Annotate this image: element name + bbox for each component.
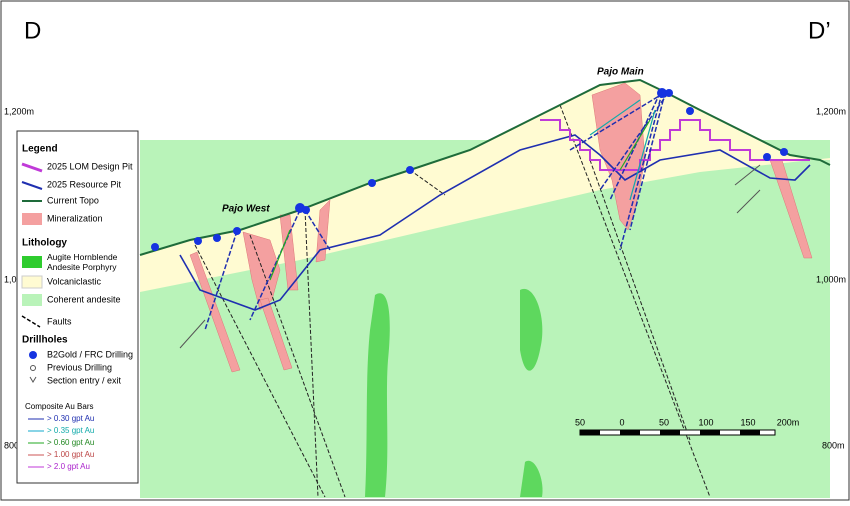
lom-pit xyxy=(540,119,810,171)
scale-label: 50 xyxy=(659,417,669,427)
assays xyxy=(589,99,656,201)
scale-label: 150 xyxy=(740,417,755,427)
scale-label: 50 xyxy=(575,417,585,427)
legend-item: > 0.35 gpt Au xyxy=(47,426,94,435)
legend-item: Faults xyxy=(47,316,72,326)
assays xyxy=(269,119,651,281)
porphyry xyxy=(520,288,543,371)
porphyry xyxy=(520,460,543,497)
legend-item: Mineralization xyxy=(47,213,103,223)
legend-item: Section entry / exit xyxy=(47,375,122,385)
legend-item: > 0.60 gpt Au xyxy=(47,438,94,447)
resource-pit xyxy=(179,134,811,311)
drillholes xyxy=(204,92,669,331)
legend-title: Lithology xyxy=(22,238,67,249)
elevation: 1,200m xyxy=(4,106,34,116)
legend-title: Composite Au Bars xyxy=(25,402,93,411)
legend-item: Coherent andesite xyxy=(47,294,121,304)
collars xyxy=(151,88,788,251)
section-end: D’ xyxy=(808,17,831,44)
previous-drilling xyxy=(179,164,761,349)
elevation: 800m xyxy=(822,440,845,450)
elevation: 800m xyxy=(4,440,27,450)
legend: Legend 2025 LOM Design Pit 2025 Resource… xyxy=(16,130,139,484)
legend-item: > 1.00 gpt Au xyxy=(47,450,94,459)
legend-item: Augite Hornblende Andesite Porphyry xyxy=(47,252,118,272)
pit-label: Pajo Main xyxy=(597,67,644,78)
elevation: 1,000m xyxy=(816,274,846,284)
legend-item: B2Gold / FRC Drilling xyxy=(47,349,133,359)
elevation: 1,200m xyxy=(816,106,846,116)
volcaniclastic xyxy=(140,80,830,292)
legend-item: > 2.0 gpt Au xyxy=(47,462,90,471)
legend-item: 2025 LOM Design Pit xyxy=(47,161,133,171)
legend-item: 2025 Resource Pit xyxy=(47,179,122,189)
legend-item: Previous Drilling xyxy=(47,362,112,372)
scale-label: 0 xyxy=(619,417,624,427)
legend-item: Volcaniclastic xyxy=(47,276,102,286)
scale-label: 100 xyxy=(698,417,713,427)
scale-bar: 50 0 50 100 150 200m xyxy=(575,417,800,436)
porphyry xyxy=(365,293,390,497)
section-start: D xyxy=(24,17,41,44)
legend-item: > 0.30 gpt Au xyxy=(47,414,94,423)
scale-label: 200m xyxy=(777,417,800,427)
legend-title: Drillholes xyxy=(22,335,68,346)
legend-item: Current Topo xyxy=(47,195,99,205)
pit-label: Pajo West xyxy=(222,204,270,215)
legend-title: Legend xyxy=(22,144,58,155)
topo xyxy=(139,78,831,256)
